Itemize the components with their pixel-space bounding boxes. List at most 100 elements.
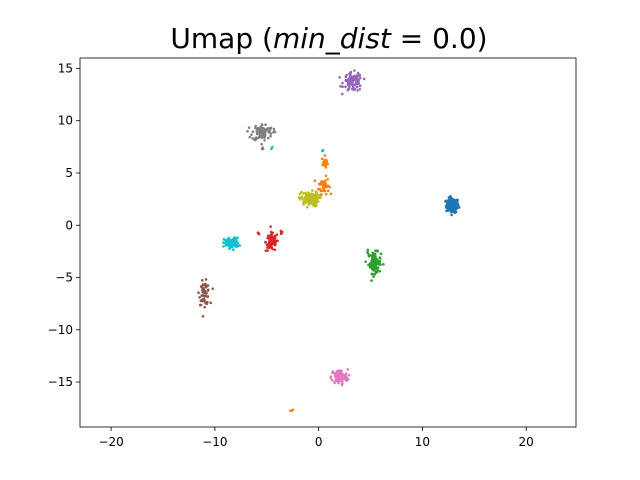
scatter-point bbox=[344, 85, 347, 88]
scatter-point bbox=[250, 133, 253, 137]
scatter-point bbox=[211, 287, 215, 290]
scatter-point bbox=[353, 69, 356, 72]
scatter-point bbox=[260, 142, 263, 146]
cluster-3 bbox=[256, 225, 284, 252]
scatter-point bbox=[271, 145, 274, 149]
scatter-point bbox=[298, 192, 302, 196]
axes: −20 −10 0 10 20 −15 −10 −5 0 5 10 15 bbox=[48, 61, 534, 449]
scatter-point bbox=[373, 273, 377, 276]
scatter-point bbox=[307, 191, 310, 194]
scatter-point bbox=[324, 174, 328, 178]
scatter-point bbox=[236, 236, 239, 239]
scatter-point bbox=[346, 368, 350, 371]
scatter-point bbox=[202, 297, 206, 301]
scatter-point bbox=[273, 243, 277, 247]
scatter-point bbox=[300, 195, 304, 199]
scatter-point bbox=[453, 211, 457, 215]
scatter-point bbox=[247, 126, 251, 129]
scatter-point bbox=[376, 259, 379, 263]
cluster-2 bbox=[364, 248, 385, 282]
scatter-point bbox=[370, 254, 374, 257]
scatter-point bbox=[304, 201, 308, 204]
scatter-point bbox=[251, 130, 255, 134]
scatter-point bbox=[231, 242, 235, 246]
scatter-point bbox=[347, 373, 351, 377]
scatter-point bbox=[356, 71, 360, 75]
scatter-point bbox=[374, 261, 378, 265]
scatter-point bbox=[446, 209, 449, 212]
scatter-point bbox=[314, 192, 318, 196]
scatter-point bbox=[324, 160, 327, 164]
scatter-point bbox=[201, 299, 204, 303]
scatter-point bbox=[266, 249, 269, 252]
scatter-point bbox=[378, 260, 382, 264]
scatter-point bbox=[362, 77, 366, 81]
scatter-point bbox=[444, 200, 447, 203]
scatter-point bbox=[269, 230, 273, 234]
cluster-9 bbox=[222, 145, 325, 252]
scatter-point bbox=[329, 192, 333, 196]
cluster-6 bbox=[329, 368, 351, 387]
scatter-point bbox=[339, 84, 342, 88]
scatter-point bbox=[374, 255, 377, 258]
scatter-point bbox=[307, 199, 310, 203]
scatter-point bbox=[352, 75, 355, 79]
scatter-point bbox=[339, 377, 343, 381]
scatter-point bbox=[320, 149, 324, 153]
y-tick-label: 15 bbox=[58, 61, 73, 75]
scatter-point bbox=[204, 283, 207, 286]
scatter-point bbox=[204, 285, 208, 289]
scatter-point bbox=[266, 136, 270, 140]
scatter-point bbox=[264, 249, 268, 252]
scatter-point bbox=[319, 183, 322, 186]
scatter-point bbox=[341, 85, 344, 88]
scatter-point bbox=[310, 193, 313, 197]
scatter-point bbox=[229, 245, 233, 249]
scatter-point bbox=[206, 284, 210, 287]
scatter-point bbox=[318, 194, 322, 197]
scatter-point bbox=[264, 241, 267, 244]
cluster-4 bbox=[338, 69, 366, 96]
scatter-point bbox=[334, 378, 338, 382]
scatter-point bbox=[263, 134, 267, 138]
scatter-point bbox=[302, 199, 306, 203]
scatter-point bbox=[322, 185, 326, 188]
scatter-point bbox=[260, 147, 264, 151]
scatter-point bbox=[201, 315, 205, 318]
scatter-point bbox=[238, 244, 241, 247]
scatter-point bbox=[201, 290, 204, 294]
scatter-point bbox=[222, 245, 225, 248]
scatter-point bbox=[269, 126, 273, 130]
scatter-point bbox=[345, 79, 348, 82]
scatter-point bbox=[263, 139, 266, 142]
scatter-point bbox=[305, 205, 309, 209]
scatter-point bbox=[358, 84, 362, 87]
title-suffix: = 0.0) bbox=[391, 22, 488, 55]
scatter-point bbox=[450, 200, 454, 203]
scatter-point bbox=[316, 187, 320, 191]
scatter-point bbox=[256, 132, 259, 136]
scatter-point bbox=[302, 203, 305, 206]
scatter-point bbox=[378, 269, 382, 273]
scatter-point bbox=[333, 375, 337, 378]
scatter-point bbox=[203, 289, 207, 293]
x-tick-label: 10 bbox=[415, 435, 430, 449]
scatter-point bbox=[344, 372, 348, 376]
plot-frame bbox=[79, 57, 577, 428]
scatter-point bbox=[331, 371, 335, 375]
scatter-point bbox=[345, 375, 348, 379]
scatter-point bbox=[347, 78, 351, 81]
scatter-point bbox=[372, 267, 376, 271]
y-tick-label: 0 bbox=[65, 218, 73, 232]
scatter-point bbox=[326, 177, 329, 181]
scatter-point bbox=[341, 81, 344, 85]
scatter-point bbox=[266, 127, 269, 130]
scatter-point bbox=[358, 74, 362, 77]
scatter-point bbox=[300, 190, 303, 194]
scatter-point bbox=[449, 202, 453, 206]
scatter-point bbox=[270, 234, 274, 238]
scatter-point bbox=[327, 189, 330, 193]
scatter-point bbox=[451, 203, 455, 206]
scatter-point bbox=[328, 185, 331, 189]
